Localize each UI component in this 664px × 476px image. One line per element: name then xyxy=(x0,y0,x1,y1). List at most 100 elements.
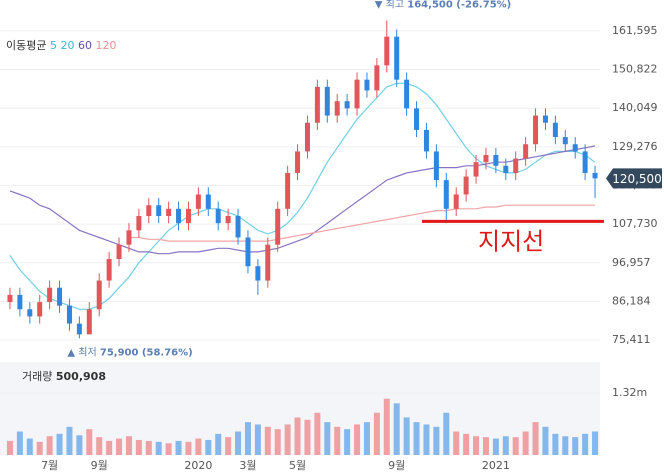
candle-body xyxy=(503,165,509,173)
candle-body xyxy=(136,215,142,231)
candle-body xyxy=(592,172,598,179)
volume-bar xyxy=(235,431,242,455)
candle-body xyxy=(582,151,588,173)
candle-body xyxy=(295,151,301,173)
candle-body xyxy=(285,172,291,209)
candle-body xyxy=(57,287,63,306)
volume-bar xyxy=(532,422,539,455)
candle-body xyxy=(195,194,201,209)
moving-average-line xyxy=(129,204,595,242)
candle-body xyxy=(344,101,350,109)
volume-bar xyxy=(195,438,202,455)
candle-body xyxy=(156,205,162,216)
volume-bar xyxy=(542,426,549,455)
volume-bar xyxy=(423,424,430,455)
volume-bar xyxy=(403,417,410,455)
candle-body xyxy=(304,122,310,152)
volume-bar xyxy=(225,437,232,455)
volume-bar xyxy=(344,429,351,455)
volume-bar xyxy=(473,436,480,455)
volume-bar xyxy=(46,436,53,455)
volume-bar xyxy=(413,422,420,455)
candle-body xyxy=(334,101,340,116)
volume-bar xyxy=(502,436,509,455)
volume-bar xyxy=(552,433,559,455)
y-tick-label: 86,184 xyxy=(612,294,651,307)
candle-body xyxy=(47,287,53,303)
volume-bar xyxy=(453,431,460,455)
volume-bar xyxy=(76,435,83,455)
candle-body xyxy=(433,151,439,181)
volume-bar xyxy=(86,429,93,455)
volume-bar xyxy=(106,440,113,455)
volume-last: 500,908 xyxy=(56,370,106,383)
ma-legend-item: 20 xyxy=(60,39,74,52)
y-tick-label: 1.32m xyxy=(612,386,647,399)
volume-bar xyxy=(56,433,63,455)
marker-symbol: ▲ xyxy=(67,347,75,358)
volume-bar xyxy=(36,441,43,455)
candle-body xyxy=(255,266,261,281)
candle-body xyxy=(86,309,92,335)
volume-bar xyxy=(125,436,132,455)
candle-body xyxy=(453,194,459,209)
x-tick-label: 9월 xyxy=(91,459,108,472)
candle-body xyxy=(96,280,102,310)
volume-bar xyxy=(373,412,380,455)
candle-body xyxy=(493,155,499,166)
volume-title: 거래량 xyxy=(22,370,52,383)
volume-bar xyxy=(354,424,361,455)
x-tick-label: 9월 xyxy=(388,459,405,472)
candle-body xyxy=(414,108,420,130)
volume-bar xyxy=(215,433,222,455)
candle-body xyxy=(245,237,251,267)
volume-bar xyxy=(264,426,271,455)
x-tick-label: 3월 xyxy=(239,459,256,472)
candle-body xyxy=(205,194,211,209)
candle-body xyxy=(354,79,360,109)
volume-bar xyxy=(175,440,182,455)
last-price-tag xyxy=(606,168,662,189)
volume-bar xyxy=(304,419,311,455)
candle-body xyxy=(76,323,82,335)
candle-body xyxy=(384,36,390,66)
marker-label: 최저 xyxy=(78,346,96,358)
y-tick-label: 96,957 xyxy=(612,256,651,269)
volume-bar xyxy=(284,424,291,455)
volume-bar xyxy=(254,424,261,455)
y-tick-label: 150,822 xyxy=(612,63,658,76)
candle-body xyxy=(394,36,400,80)
candle-body xyxy=(324,86,330,116)
candle-body xyxy=(176,208,182,224)
candle-body xyxy=(275,208,281,245)
volume-bar xyxy=(433,426,440,455)
volume-bar xyxy=(294,417,301,455)
volume-bar xyxy=(155,441,162,455)
candle-body xyxy=(463,176,469,195)
candle-body xyxy=(314,86,320,123)
candle-body xyxy=(7,294,13,303)
candle-body xyxy=(374,65,380,91)
ma-legend-item: 120 xyxy=(95,39,116,52)
volume-bar xyxy=(334,426,341,455)
support-label: 지지선 xyxy=(478,227,544,255)
volume-bar xyxy=(145,440,152,455)
volume-bar xyxy=(582,433,589,455)
candle-body xyxy=(17,294,23,310)
marker-symbol: ▼ xyxy=(375,0,383,10)
candle-body xyxy=(215,208,221,224)
volume-bar xyxy=(135,439,142,455)
candle-body xyxy=(552,122,558,138)
candle-body xyxy=(265,244,271,281)
volume-bar xyxy=(492,438,499,455)
x-tick-label: 2021 xyxy=(482,459,510,472)
candle-body xyxy=(523,144,529,159)
candle-body xyxy=(185,208,191,224)
x-tick-label: 2020 xyxy=(184,459,212,472)
marker-value: 164,500 (-26.75%) xyxy=(407,0,511,10)
volume-bar xyxy=(244,422,251,455)
volume-label: 거래량 500,908 xyxy=(22,370,106,383)
candle-body xyxy=(572,144,578,152)
high_marker: ▼ 최고 164,500 (-26.75%) xyxy=(375,0,511,10)
